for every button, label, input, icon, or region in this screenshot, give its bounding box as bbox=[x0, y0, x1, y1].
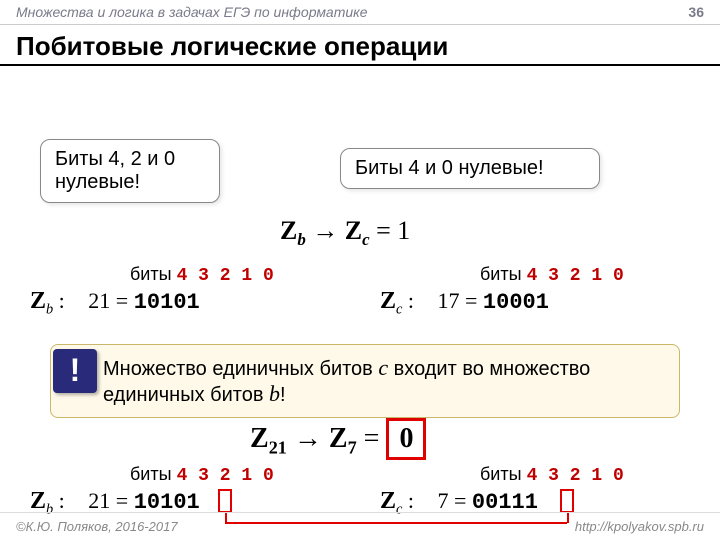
bits-word-c: биты bbox=[130, 464, 172, 484]
zb-colon: : bbox=[402, 288, 414, 313]
zb-bin: 10001 bbox=[483, 290, 549, 315]
alert-box: ! Множество единичных битов c входит во … bbox=[50, 344, 680, 418]
f2-result: 0 bbox=[386, 418, 426, 460]
f1-eq: = 1 bbox=[370, 216, 411, 245]
f2-lsub: 21 bbox=[269, 438, 287, 458]
bits-digits-b: 4 3 2 1 0 bbox=[527, 266, 624, 286]
formula-implication: Zb → Zc = 1 bbox=[280, 216, 410, 250]
bubble-2: Биты 4 и 0 нулевые! bbox=[340, 148, 600, 189]
f1-rsub: c bbox=[362, 230, 370, 249]
bubble-1: Биты 4, 2 и 0 нулевые! bbox=[40, 139, 220, 203]
zd-colon: : bbox=[402, 488, 414, 513]
bits-label-a: биты 4 3 2 1 0 bbox=[130, 264, 274, 286]
f2-arrow: → bbox=[287, 423, 329, 454]
header: Множества и логика в задачах ЕГЭ по инфо… bbox=[0, 0, 720, 25]
za-colon: : bbox=[53, 288, 65, 313]
f2-rsub: 7 bbox=[348, 438, 357, 458]
content: Биты 4, 2 и 0 нулевые! Биты 4 и 0 нулевы… bbox=[0, 66, 720, 86]
alert-t3: ! bbox=[280, 384, 286, 406]
f2-right: Z bbox=[329, 423, 348, 454]
highlight-box-2 bbox=[560, 489, 574, 513]
zc-dec: 21 bbox=[88, 488, 110, 513]
bits-digits: 4 3 2 1 0 bbox=[177, 266, 274, 286]
highlight-box-1 bbox=[218, 489, 232, 513]
bits-digits-c: 4 3 2 1 0 bbox=[177, 466, 274, 486]
bits-label-c: биты 4 3 2 1 0 bbox=[130, 464, 274, 486]
alert-t1: Множество единичных битов bbox=[103, 358, 378, 380]
zb-eq: = bbox=[460, 288, 483, 313]
zd-dec: 7 bbox=[438, 488, 449, 513]
value-group-a: Zb : 21 = 10101 bbox=[30, 288, 200, 318]
page-title: Побитовые логические операции bbox=[0, 25, 720, 66]
zc-eq: = bbox=[110, 488, 133, 513]
alert-icon: ! bbox=[53, 349, 97, 393]
copyright: ©К.Ю. Поляков, 2016-2017 bbox=[16, 519, 178, 534]
footer: ©К.Ю. Поляков, 2016-2017 http://kpolyako… bbox=[0, 512, 720, 540]
alert-b: b bbox=[269, 381, 280, 406]
zd-eq: = bbox=[449, 488, 472, 513]
bits-digits-d: 4 3 2 1 0 bbox=[527, 466, 624, 486]
bits-word-d: биты bbox=[480, 464, 522, 484]
f2-left: Z bbox=[250, 423, 269, 454]
formula-2: Z21 → Z7 = 0 bbox=[250, 418, 426, 460]
bits-word-b: биты bbox=[480, 264, 522, 284]
zb-dec: 17 bbox=[438, 288, 460, 313]
zb-sym: Z bbox=[380, 288, 396, 314]
zc-sym: Z bbox=[30, 488, 46, 514]
za-eq: = bbox=[110, 288, 133, 313]
za-sym: Z bbox=[30, 288, 46, 314]
alert-c: c bbox=[378, 355, 388, 380]
f1-lsub: b bbox=[297, 230, 305, 249]
za-bin: 10101 bbox=[134, 290, 200, 315]
page-number: 36 bbox=[688, 4, 704, 20]
f1-right: Z bbox=[345, 216, 362, 245]
footer-url: http://kpolyakov.spb.ru bbox=[575, 519, 704, 534]
za-dec: 21 bbox=[88, 288, 110, 313]
bits-word: биты bbox=[130, 264, 172, 284]
value-group-b: Zc : 17 = 10001 bbox=[380, 288, 549, 318]
zd-sym: Z bbox=[380, 488, 396, 514]
zc-colon: : bbox=[53, 488, 65, 513]
f1-left: Z bbox=[280, 216, 297, 245]
f2-eq: = bbox=[357, 423, 387, 454]
bits-label-b: биты 4 3 2 1 0 bbox=[480, 264, 624, 286]
f1-arrow: → bbox=[306, 216, 345, 245]
header-title: Множества и логика в задачах ЕГЭ по инфо… bbox=[16, 4, 368, 20]
bits-label-d: биты 4 3 2 1 0 bbox=[480, 464, 624, 486]
